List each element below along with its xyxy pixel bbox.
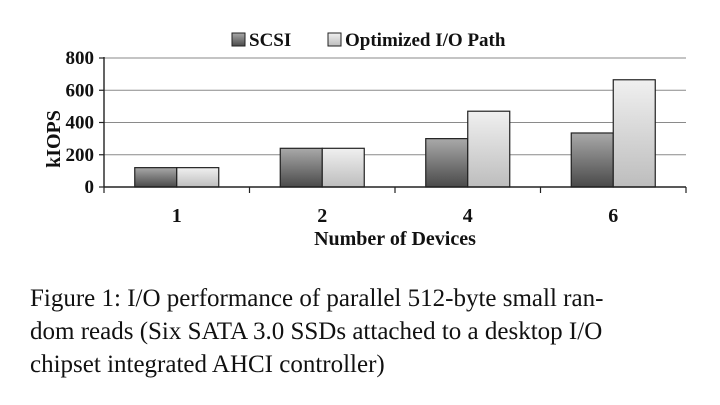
figure-caption: Figure 1: I/O performance of parallel 51…	[30, 282, 690, 381]
legend: SCSI Optimized I/O Path	[231, 30, 506, 51]
y-axis-ticks: 0 200 400 600 800	[66, 48, 104, 198]
x-tick-label: 4	[463, 205, 473, 227]
bar-optimized-io-path-6	[612, 79, 656, 188]
y-tick-label: 800	[66, 48, 95, 69]
bar-scsi-4	[425, 138, 469, 188]
caption-line: Figure 1: I/O performance of parallel 51…	[30, 285, 604, 312]
y-tick-label: 400	[66, 113, 95, 134]
legend-swatch-optimized-io-path	[327, 32, 342, 47]
x-tick-label: 6	[608, 205, 618, 227]
bar-scsi-2	[279, 147, 323, 188]
bar-chart: SCSI Optimized I/O Path 0 200 400 600 800 1 2 4…	[43, 30, 687, 250]
y-axis-label: kIOPS	[43, 110, 65, 168]
legend-label-optimized-io-path: Optimized I/O Path	[345, 30, 506, 51]
y-tick-label: 0	[85, 177, 95, 198]
caption-line: chipset integrated AHCI controller)	[30, 351, 385, 378]
caption-line: dom reads (Six SATA 3.0 SSDs attached to…	[30, 318, 603, 345]
y-tick-label: 200	[66, 145, 95, 166]
x-axis-label: Number of Devices	[314, 228, 476, 250]
legend-swatch-scsi	[231, 32, 246, 47]
x-tick-label: 2	[317, 205, 327, 227]
legend-label-scsi: SCSI	[249, 30, 291, 51]
bar-optimized-io-path-4	[467, 110, 511, 188]
y-tick-label: 600	[66, 80, 95, 101]
bar-scsi-6	[570, 132, 614, 188]
bar-optimized-io-path-2	[321, 147, 365, 188]
bar-optimized-io-path-1	[176, 167, 220, 188]
x-axis-ticks: 1 2 4 6	[103, 187, 687, 227]
bars	[134, 79, 656, 188]
bar-scsi-1	[134, 167, 178, 188]
x-tick-label: 1	[172, 205, 182, 227]
